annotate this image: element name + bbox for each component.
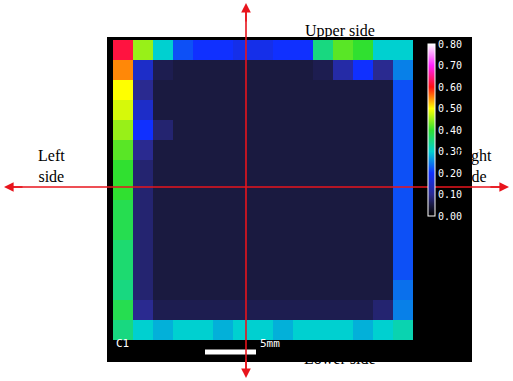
svg-text:0.10: 0.10 xyxy=(438,189,462,200)
svg-text:0.30: 0.30 xyxy=(438,146,462,157)
svg-text:0.50: 0.50 xyxy=(438,103,462,114)
svg-text:0.40: 0.40 xyxy=(438,125,462,136)
svg-text:Leftside: Leftside xyxy=(38,147,65,185)
svg-text:5mm: 5mm xyxy=(260,337,280,350)
svg-text:0.60: 0.60 xyxy=(438,82,462,93)
svg-text:0.70: 0.70 xyxy=(438,60,462,71)
svg-text:C1: C1 xyxy=(116,337,129,350)
svg-text:0.20: 0.20 xyxy=(438,168,462,179)
svg-text:0.80: 0.80 xyxy=(438,39,462,50)
svg-text:Rightside: Rightside xyxy=(456,147,492,185)
svg-text:Lower side: Lower side xyxy=(304,350,376,367)
svg-text:Upper side: Upper side xyxy=(305,22,375,40)
svg-text:0.00: 0.00 xyxy=(438,211,462,222)
